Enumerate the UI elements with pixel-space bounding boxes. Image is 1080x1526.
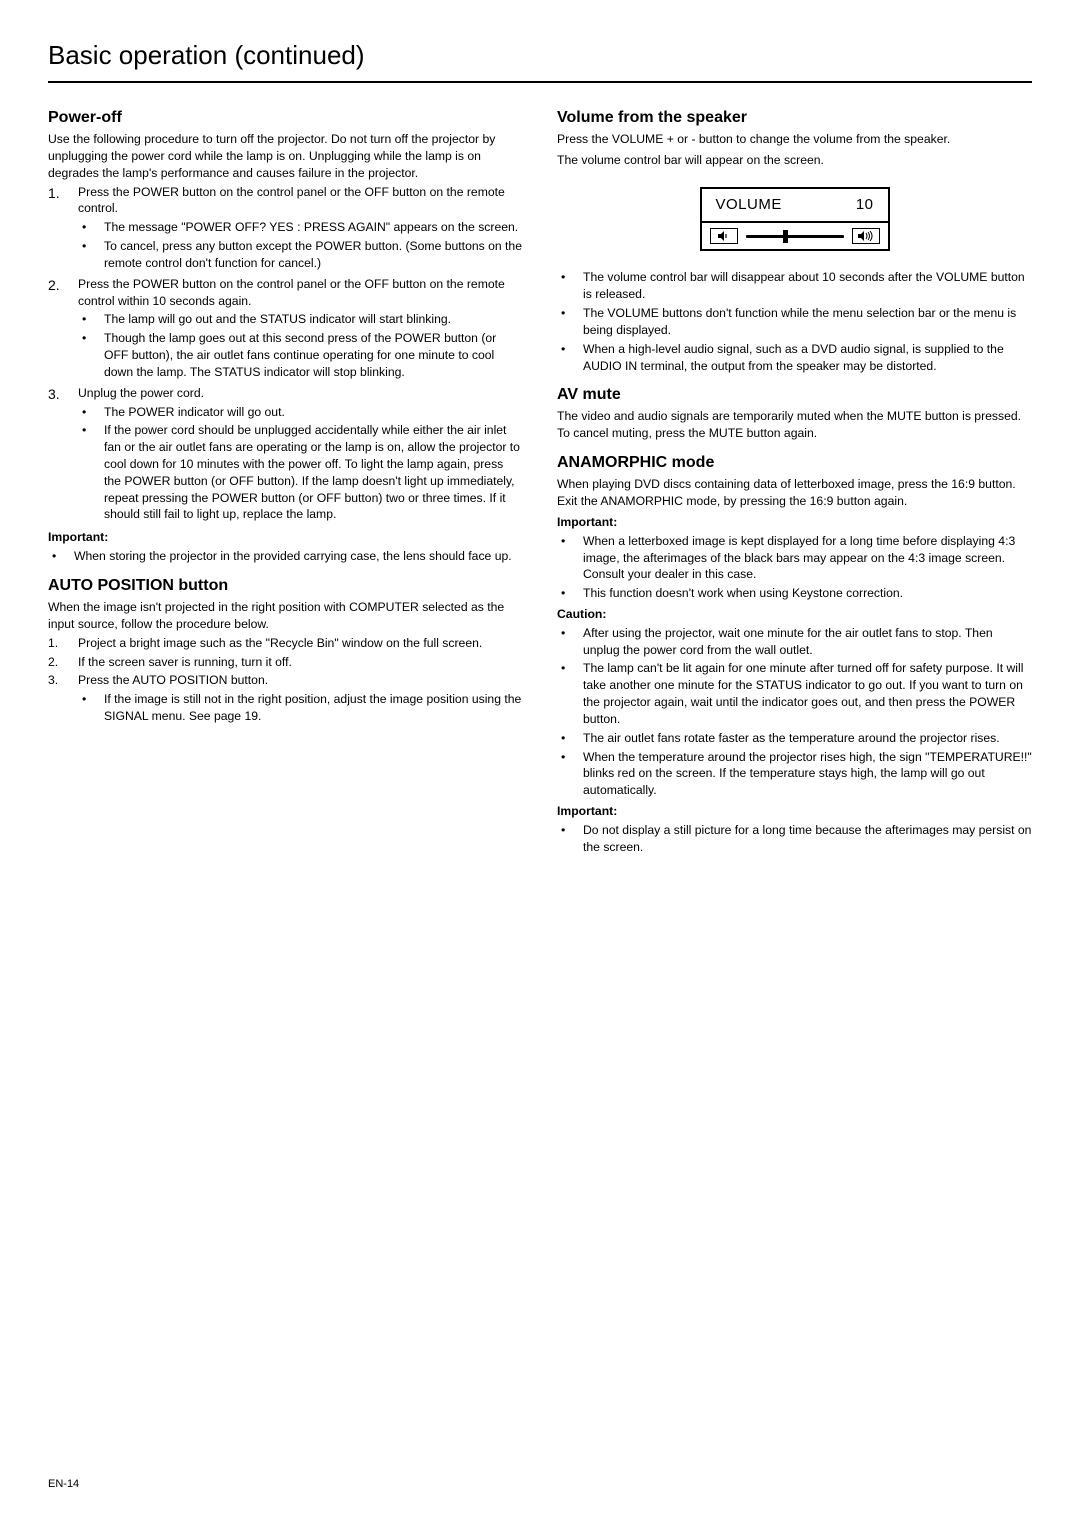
volume-notes: The volume control bar will disappear ab…: [557, 269, 1032, 374]
step-number: 2.: [48, 654, 78, 671]
heading-volume: Volume from the speaker: [557, 107, 1032, 129]
important-text: When storing the projector in the provid…: [74, 548, 512, 565]
step-text: Project a bright image such as the "Recy…: [78, 635, 523, 652]
step-2: 2. If the screen saver is running, turn …: [48, 654, 523, 671]
list-item: When a high-level audio signal, such as …: [557, 341, 1032, 375]
step-1: 1. Press the POWER button on the control…: [48, 184, 523, 274]
list-item: If the power cord should be unplugged ac…: [78, 422, 523, 523]
anamorphic-important-2: Do not display a still picture for a lon…: [557, 822, 1032, 856]
sub-text: Though the lamp goes out at this second …: [104, 330, 523, 380]
list-item: Though the lamp goes out at this second …: [78, 330, 523, 380]
list-item: The VOLUME buttons don't function while …: [557, 305, 1032, 339]
heading-av-mute: AV mute: [557, 384, 1032, 406]
list-item: If the image is still not in the right p…: [78, 691, 523, 725]
step-3: 3. Unplug the power cord. The POWER indi…: [48, 385, 523, 526]
list-item: When the temperature around the projecto…: [557, 749, 1032, 799]
page-content: Basic operation (continued) Power-off Us…: [0, 0, 1080, 898]
sub-text: The lamp will go out and the STATUS indi…: [104, 311, 451, 328]
volume-box-wrap: VOLUME 10: [557, 187, 1032, 252]
volume-box-top: VOLUME 10: [702, 189, 888, 222]
power-off-important: When storing the projector in the provid…: [48, 548, 523, 565]
page-title: Basic operation (continued): [48, 40, 1032, 71]
step-3: 3. Press the AUTO POSITION button. If th…: [48, 672, 523, 726]
step-2-sub: The lamp will go out and the STATUS indi…: [78, 311, 523, 380]
speaker-low-icon: [710, 228, 738, 244]
caution-label: Caution:: [557, 606, 1032, 623]
caution-text: After using the projector, wait one minu…: [583, 625, 1032, 659]
list-item: After using the projector, wait one minu…: [557, 625, 1032, 659]
auto-pos-steps: 1. Project a bright image such as the "R…: [48, 635, 523, 727]
columns: Power-off Use the following procedure to…: [48, 105, 1032, 858]
heading-power-off: Power-off: [48, 107, 523, 129]
step-text: Press the POWER button on the control pa…: [78, 184, 523, 218]
list-item: The volume control bar will disappear ab…: [557, 269, 1032, 303]
right-column: Volume from the speaker Press the VOLUME…: [557, 105, 1032, 858]
anamorphic-intro: When playing DVD discs containing data o…: [557, 476, 1032, 510]
note-text: The VOLUME buttons don't function while …: [583, 305, 1032, 339]
caution-text: The lamp can't be lit again for one minu…: [583, 660, 1032, 727]
step-number: 2.: [48, 276, 78, 383]
list-item: The lamp will go out and the STATUS indi…: [78, 311, 523, 328]
sub-text: The POWER indicator will go out.: [104, 404, 285, 421]
power-off-intro: Use the following procedure to turn off …: [48, 131, 523, 181]
important-label: Important:: [48, 529, 523, 546]
step-number: 3.: [48, 672, 78, 726]
list-item: The lamp can't be lit again for one minu…: [557, 660, 1032, 727]
heading-anamorphic: ANAMORPHIC mode: [557, 452, 1032, 474]
av-mute-text: The video and audio signals are temporar…: [557, 408, 1032, 442]
volume-box: VOLUME 10: [700, 187, 890, 252]
volume-slider: [746, 235, 844, 238]
heading-auto-position: AUTO POSITION button: [48, 575, 523, 597]
important-label: Important:: [557, 803, 1032, 820]
step-text: Unplug the power cord.: [78, 385, 523, 402]
important-text: When a letterboxed image is kept display…: [583, 533, 1032, 583]
step-number: 3.: [48, 385, 78, 526]
left-column: Power-off Use the following procedure to…: [48, 105, 523, 858]
page-footer: EN-14: [48, 1478, 79, 1490]
list-item: The air outlet fans rotate faster as the…: [557, 730, 1032, 747]
volume-label: VOLUME: [716, 195, 782, 216]
sub-text: To cancel, press any button except the P…: [104, 238, 523, 272]
list-item: The POWER indicator will go out.: [78, 404, 523, 421]
important-text: Do not display a still picture for a lon…: [583, 822, 1032, 856]
sub-text: The message "POWER OFF? YES : PRESS AGAI…: [104, 219, 518, 236]
list-item: To cancel, press any button except the P…: [78, 238, 523, 272]
note-text: The volume control bar will disappear ab…: [583, 269, 1032, 303]
auto-pos-step3-sub: If the image is still not in the right p…: [78, 691, 523, 725]
step-text: Press the POWER button on the control pa…: [78, 276, 523, 310]
auto-pos-intro: When the image isn't projected in the ri…: [48, 599, 523, 633]
list-item: This function doesn't work when using Ke…: [557, 585, 1032, 602]
power-off-steps: 1. Press the POWER button on the control…: [48, 184, 523, 526]
step-3-sub: The POWER indicator will go out. If the …: [78, 404, 523, 524]
volume-value: 10: [856, 195, 874, 216]
volume-box-bottom: [702, 221, 888, 249]
step-number: 1.: [48, 635, 78, 652]
list-item: When a letterboxed image is kept display…: [557, 533, 1032, 583]
volume-intro-1: Press the VOLUME + or - button to change…: [557, 131, 1032, 148]
volume-intro-2: The volume control bar will appear on th…: [557, 152, 1032, 169]
caution-text: When the temperature around the projecto…: [583, 749, 1032, 799]
step-number: 1.: [48, 184, 78, 274]
list-item: Do not display a still picture for a lon…: [557, 822, 1032, 856]
important-text: This function doesn't work when using Ke…: [583, 585, 903, 602]
volume-slider-thumb: [783, 230, 788, 243]
sub-text: If the image is still not in the right p…: [104, 691, 523, 725]
important-label: Important:: [557, 514, 1032, 531]
anamorphic-important: When a letterboxed image is kept display…: [557, 533, 1032, 602]
note-text: When a high-level audio signal, such as …: [583, 341, 1032, 375]
title-rule: [48, 81, 1032, 83]
sub-text: If the power cord should be unplugged ac…: [104, 422, 523, 523]
step-text: Press the AUTO POSITION button.: [78, 672, 523, 689]
step-text: If the screen saver is running, turn it …: [78, 654, 523, 671]
step-1-sub: The message "POWER OFF? YES : PRESS AGAI…: [78, 219, 523, 271]
step-1: 1. Project a bright image such as the "R…: [48, 635, 523, 652]
list-item: When storing the projector in the provid…: [48, 548, 523, 565]
anamorphic-caution: After using the projector, wait one minu…: [557, 625, 1032, 799]
caution-text: The air outlet fans rotate faster as the…: [583, 730, 1000, 747]
speaker-high-icon: [852, 228, 880, 244]
list-item: The message "POWER OFF? YES : PRESS AGAI…: [78, 219, 523, 236]
step-2: 2. Press the POWER button on the control…: [48, 276, 523, 383]
